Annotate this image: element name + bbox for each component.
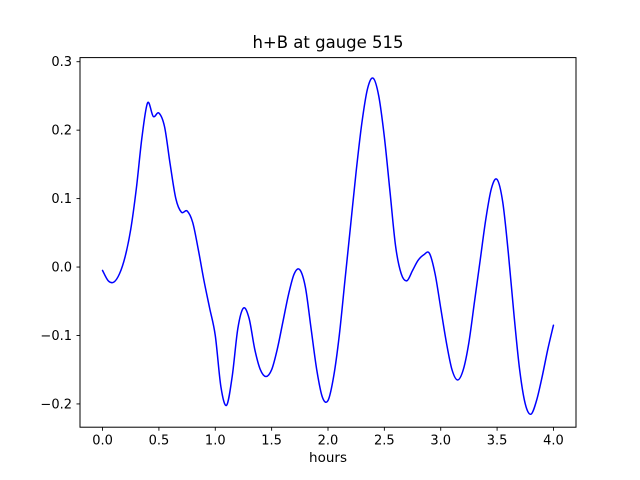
x-tick-label: 4.0 (543, 434, 564, 449)
y-tick-label: −0.1 (40, 329, 72, 344)
x-tick-label: 0.5 (149, 434, 170, 449)
x-tick-label: 2.0 (318, 434, 339, 449)
y-tick-label: 0.1 (51, 192, 72, 207)
y-tick-label: 0.2 (51, 124, 72, 139)
y-tick-label: 0.3 (51, 55, 72, 70)
x-axis-label: hours (309, 450, 347, 466)
x-tick-label: 2.5 (374, 434, 395, 449)
chart-title: h+B at gauge 515 (252, 33, 404, 52)
x-tick-label: 3.0 (430, 434, 451, 449)
x-tick-label: 1.0 (205, 434, 226, 449)
axes-spines (79, 57, 577, 428)
y-tick-label: −0.2 (40, 397, 72, 412)
y-tick-label: 0.0 (51, 261, 72, 276)
data-line (101, 77, 555, 415)
x-tick-label: 0.0 (92, 434, 113, 449)
x-tick-label: 3.5 (487, 434, 508, 449)
x-tick-label: 1.5 (261, 434, 282, 449)
